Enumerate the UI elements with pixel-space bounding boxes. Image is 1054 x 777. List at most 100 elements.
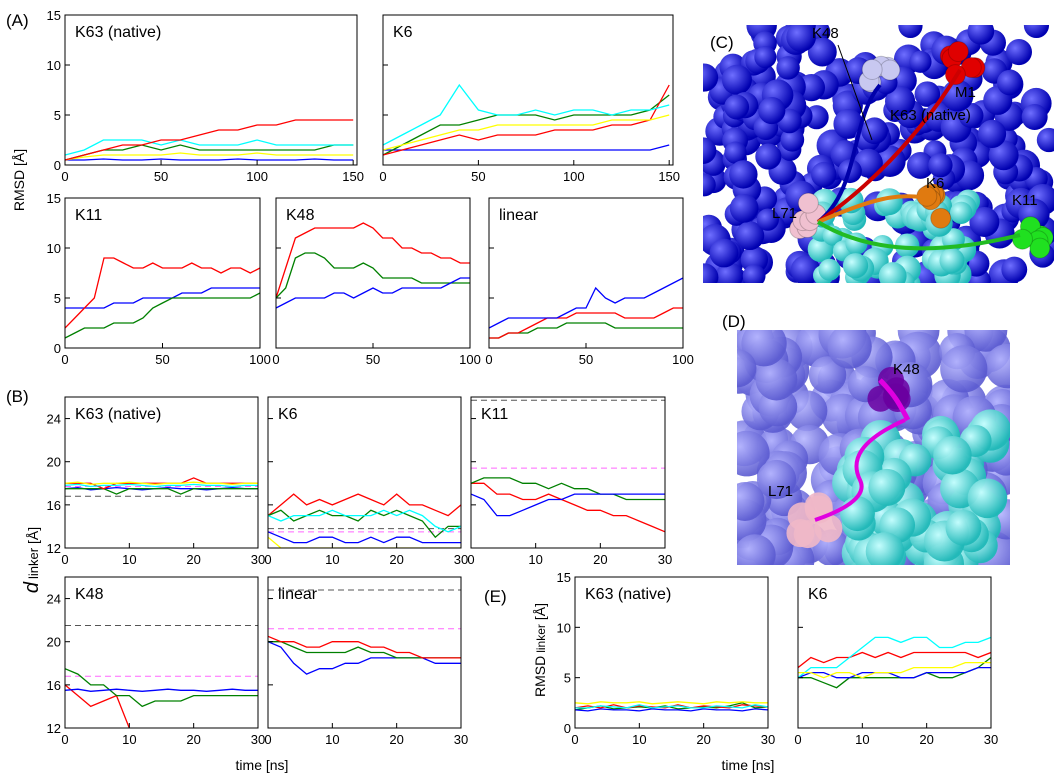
panel-label: (E): [484, 587, 507, 606]
residue-sphere: [931, 208, 951, 228]
y-tick-label: 15: [47, 8, 61, 23]
sphere: [939, 248, 964, 273]
figure: (A) (B) (E) RMSD [Å] dlinker[Å] RMSDlink…: [0, 0, 1054, 777]
residue-sphere: [1030, 238, 1050, 258]
sphere: [909, 51, 931, 73]
x-tick-label: 0: [61, 552, 68, 567]
sphere: [997, 70, 1023, 96]
x-tick-label: 30: [454, 732, 468, 747]
x-tick-label: 0: [379, 169, 386, 184]
sphere: [690, 263, 718, 291]
x-tick-label: 10: [325, 552, 339, 567]
y-tick-label: 10: [47, 241, 61, 256]
x-tick-label: 0: [61, 732, 68, 747]
x-tick-label: 20: [919, 732, 933, 747]
x-tick-label: 10: [325, 732, 339, 747]
x-tick-label: 50: [579, 352, 593, 367]
sphere: [725, 482, 764, 521]
sphere: [968, 479, 1008, 519]
series-line: [268, 494, 461, 515]
sphere: [928, 153, 952, 177]
unit: [Å]: [532, 603, 548, 620]
x-tick-label: 0: [571, 732, 578, 747]
chart-title: K11: [481, 406, 508, 423]
x-tick-label: 100: [249, 352, 271, 367]
plot-area: [65, 478, 258, 496]
residue-sphere: [862, 60, 882, 80]
y-tick-label: 16: [47, 498, 61, 513]
sphere: [755, 143, 781, 169]
x-tick-label: 100: [246, 169, 268, 184]
sphere: [827, 324, 871, 368]
x-tick-label: 150: [658, 169, 680, 184]
y-tick-label: 15: [557, 570, 571, 585]
spheres: [718, 307, 1029, 584]
sphere: [985, 344, 1029, 388]
x-tick-label: 20: [593, 552, 607, 567]
panel-label: (D): [722, 312, 746, 331]
sphere: [693, 173, 716, 196]
y-tick-label: 10: [557, 620, 571, 635]
structure-label: K6: [926, 175, 944, 192]
chart-title: K6: [278, 406, 298, 423]
y-axis-label: RMSDlinker[Å]: [532, 603, 548, 697]
sphere: [933, 436, 972, 475]
x-tick-label: 20: [389, 552, 403, 567]
series-line: [276, 253, 470, 298]
chart-panel: 0102030K6: [794, 577, 998, 747]
y-tick-label: 24: [47, 412, 61, 427]
sphere: [866, 532, 904, 570]
x-axis-label: time [ns]: [236, 757, 289, 773]
symbol: d: [21, 581, 43, 593]
panel-label: (A): [6, 11, 29, 30]
chart-panel: 050100150051015K63 (native): [47, 8, 364, 184]
x-tick-label: 20: [696, 732, 710, 747]
x-tick-label: 0: [264, 732, 271, 747]
sphere: [968, 18, 995, 45]
y-tick-label: 20: [47, 635, 61, 650]
plot-area: [798, 637, 991, 687]
chart-title: K63 (native): [75, 406, 161, 423]
structure-label: K11: [1012, 192, 1038, 209]
y-tick-label: 20: [47, 455, 61, 470]
sphere: [819, 259, 841, 281]
x-tick-label: 150: [342, 169, 364, 184]
structure-d: (D)K48L71: [718, 307, 1029, 584]
sphere: [840, 496, 875, 531]
sphere: [729, 160, 757, 188]
sphere: [724, 95, 749, 120]
plot-frame: [383, 15, 673, 165]
sphere: [940, 345, 987, 392]
sphere: [754, 46, 776, 68]
series-line: [65, 689, 258, 691]
panel-label: (B): [6, 387, 29, 406]
series-line: [65, 140, 353, 155]
x-tick-label: 50: [155, 352, 169, 367]
x-tick-label: 30: [454, 552, 468, 567]
series-line: [798, 637, 991, 677]
sphere: [758, 97, 785, 124]
residue-sphere: [880, 60, 900, 80]
x-tick-label: 10: [528, 552, 542, 567]
sphere: [978, 120, 1006, 148]
x-tick-label: 10: [855, 732, 869, 747]
y-tick-label: 5: [54, 108, 61, 123]
sphere: [879, 262, 907, 290]
series-line: [65, 293, 260, 338]
x-tick-label: 50: [471, 169, 485, 184]
y-axis-label: RMSD [Å]: [11, 149, 27, 211]
y-tick-label: 0: [564, 721, 571, 736]
sphere: [690, 63, 718, 91]
series-line: [489, 323, 683, 338]
plot-area: [383, 85, 669, 155]
structure-label: K48: [812, 25, 839, 42]
sphere: [898, 14, 922, 38]
y-tick-label: 0: [54, 158, 61, 173]
sphere: [946, 510, 982, 546]
sphere: [776, 56, 799, 79]
y-tick-label: 24: [47, 592, 61, 607]
chart-title: K11: [75, 207, 102, 224]
